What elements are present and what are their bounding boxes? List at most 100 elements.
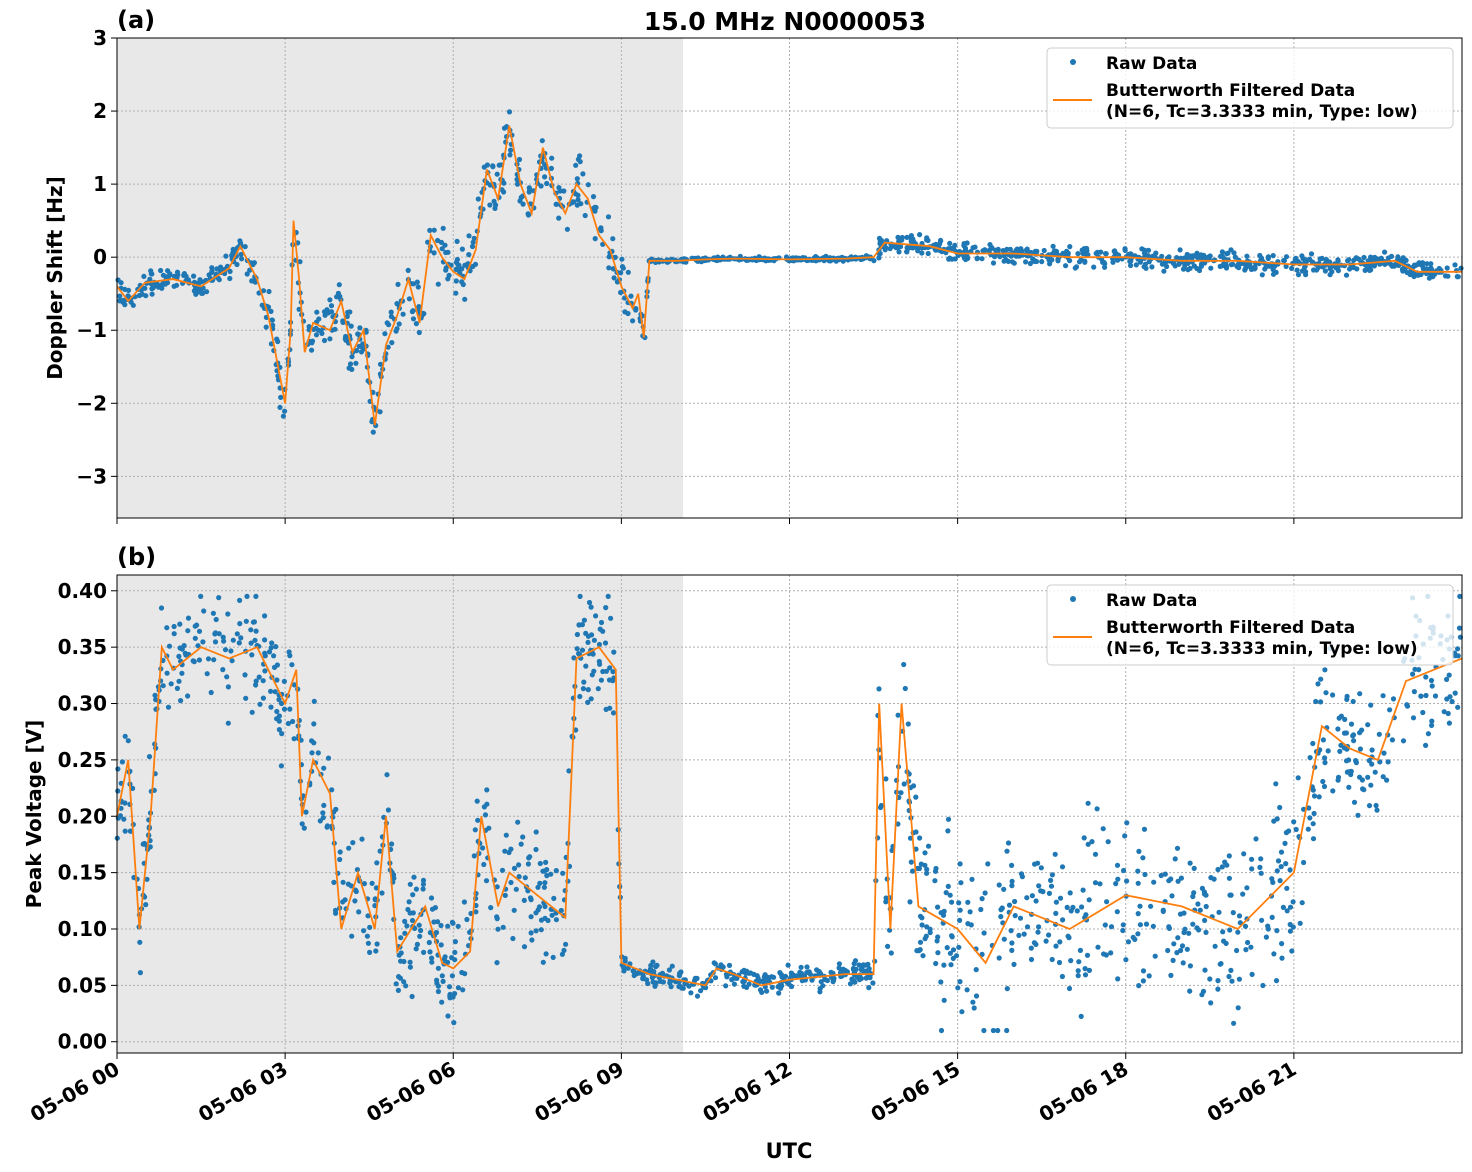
raw-data-point: [1307, 815, 1313, 821]
raw-data-point: [920, 953, 926, 959]
raw-data-point: [1038, 888, 1044, 894]
raw-data-point: [354, 867, 360, 873]
raw-data-point: [1322, 667, 1328, 673]
raw-data-point: [543, 951, 549, 957]
raw-data-point: [405, 267, 411, 273]
raw-data-point: [543, 859, 549, 866]
raw-data-point: [141, 273, 147, 279]
raw-data-point: [1064, 904, 1070, 911]
raw-data-point: [1212, 943, 1218, 949]
raw-data-point: [1086, 967, 1092, 974]
raw-data-point: [393, 328, 399, 334]
raw-data-point: [723, 983, 729, 989]
raw-data-point: [831, 977, 837, 983]
raw-data-point: [1231, 1020, 1237, 1026]
raw-data-point: [885, 943, 891, 950]
raw-data-point: [506, 109, 513, 115]
raw-data-point: [1050, 243, 1056, 249]
raw-data-point: [1152, 953, 1158, 959]
raw-data-point: [950, 955, 956, 962]
raw-data-point: [121, 816, 127, 822]
raw-data-point: [1151, 879, 1157, 885]
raw-data-point: [504, 124, 510, 130]
raw-data-point: [324, 307, 330, 313]
raw-data-point: [1101, 259, 1107, 266]
raw-data-point: [585, 699, 591, 706]
raw-data-point: [1011, 961, 1017, 968]
raw-data-point: [400, 311, 406, 317]
raw-data-point: [393, 981, 399, 987]
raw-data-point: [1127, 251, 1134, 257]
raw-data-point: [1279, 955, 1285, 961]
raw-data-point: [1160, 907, 1166, 913]
raw-data-point: [1091, 264, 1097, 270]
raw-data-point: [449, 973, 455, 979]
raw-data-point: [1338, 742, 1344, 748]
raw-data-point: [1009, 940, 1015, 946]
raw-data-point: [481, 164, 487, 170]
raw-data-point: [606, 265, 612, 271]
raw-data-point: [1279, 941, 1285, 947]
raw-data-point: [1124, 820, 1130, 826]
raw-data-point: [435, 919, 441, 925]
raw-data-point: [179, 670, 185, 676]
raw-data-point: [1270, 253, 1276, 259]
raw-data-point: [818, 979, 824, 985]
raw-data-point: [1135, 931, 1141, 937]
raw-data-point: [949, 899, 955, 905]
raw-data-point: [593, 204, 599, 211]
raw-data-point: [1041, 247, 1047, 254]
raw-data-point: [1429, 718, 1435, 724]
raw-data-point: [327, 336, 333, 342]
raw-data-point: [1390, 696, 1397, 702]
raw-data-point: [276, 727, 282, 733]
raw-data-point: [1215, 986, 1221, 992]
raw-data-point: [1141, 250, 1148, 256]
raw-data-point: [1043, 938, 1049, 944]
raw-data-point: [122, 733, 128, 739]
raw-data-point: [595, 686, 601, 692]
raw-data-point: [1381, 750, 1387, 756]
raw-data-point: [1093, 250, 1099, 256]
raw-data-point: [426, 939, 432, 946]
raw-data-point: [1130, 934, 1136, 940]
raw-data-point: [1345, 258, 1351, 264]
raw-data-point: [965, 255, 971, 261]
raw-data-point: [1065, 933, 1071, 939]
raw-data-point: [1423, 674, 1429, 680]
raw-data-point: [1425, 731, 1431, 737]
raw-data-point: [239, 256, 245, 262]
raw-data-point: [1033, 941, 1039, 948]
raw-data-point: [1387, 707, 1393, 713]
raw-data-point: [242, 672, 248, 678]
raw-data-point: [1048, 877, 1054, 884]
raw-data-point: [1009, 883, 1015, 889]
raw-data-point: [200, 639, 206, 645]
raw-data-point: [985, 861, 991, 867]
raw-data-point: [262, 650, 268, 656]
raw-data-point: [117, 293, 123, 299]
raw-data-point: [365, 913, 371, 919]
raw-data-point: [1175, 935, 1181, 941]
raw-data-point: [1237, 260, 1244, 266]
raw-data-point: [950, 947, 957, 953]
raw-data-point: [941, 962, 947, 968]
raw-data-point: [1301, 859, 1307, 866]
raw-data-point: [949, 256, 955, 262]
raw-data-point: [542, 162, 548, 168]
raw-data-point: [1455, 274, 1461, 280]
raw-data-point: [1140, 968, 1147, 974]
raw-data-point: [1028, 945, 1034, 951]
raw-data-point: [316, 316, 322, 322]
raw-data-point: [484, 801, 490, 807]
raw-data-point: [1232, 254, 1238, 260]
raw-data-point: [143, 902, 149, 908]
raw-data-point: [1019, 874, 1025, 880]
raw-data-point: [1354, 266, 1360, 272]
raw-data-point: [494, 884, 500, 890]
raw-data-point: [938, 910, 944, 916]
y-tick-label: 0: [93, 245, 107, 269]
legend-filtered-params: (N=6, Tc=3.3333 min, Type: low): [1106, 102, 1418, 122]
raw-data-point: [1101, 951, 1107, 957]
raw-data-point: [947, 950, 954, 956]
